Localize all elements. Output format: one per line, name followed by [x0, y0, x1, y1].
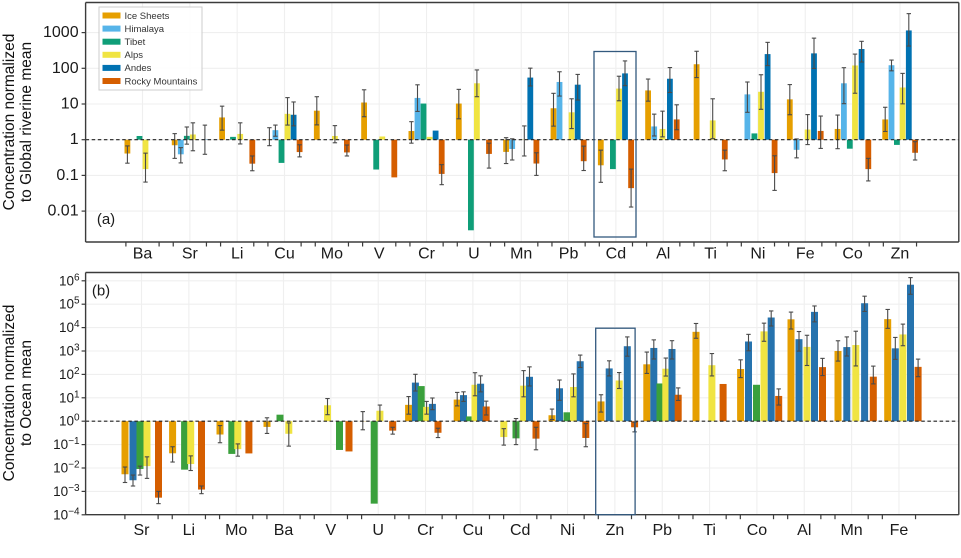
svg-text:Ni: Ni: [750, 246, 765, 263]
svg-text:U: U: [372, 522, 384, 539]
svg-text:Concentration normalized: Concentration normalized: [1, 305, 18, 482]
svg-text:Cr: Cr: [417, 522, 435, 539]
svg-text:1: 1: [70, 131, 79, 148]
svg-text:0.01: 0.01: [47, 203, 78, 220]
svg-text:V: V: [374, 246, 385, 263]
svg-text:Alps: Alps: [125, 50, 144, 61]
svg-text:Rocky Mountains: Rocky Mountains: [125, 76, 198, 87]
svg-text:Li: Li: [231, 246, 243, 263]
svg-text:Concentration normalized: Concentration normalized: [1, 34, 18, 211]
svg-text:Ni: Ni: [560, 522, 575, 539]
svg-text:Cu: Cu: [274, 246, 294, 263]
svg-text:Ba: Ba: [133, 246, 153, 263]
svg-text:1000: 1000: [43, 24, 79, 41]
svg-text:Mn: Mn: [510, 246, 532, 263]
svg-text:to Ocean mean: to Ocean mean: [18, 340, 35, 446]
svg-text:Mn: Mn: [840, 522, 862, 539]
svg-text:Pb: Pb: [652, 522, 672, 539]
svg-text:Ti: Ti: [704, 246, 717, 263]
svg-text:Sr: Sr: [134, 522, 151, 539]
svg-text:Himalaya: Himalaya: [125, 24, 165, 35]
svg-text:U: U: [468, 246, 480, 263]
svg-text:Sr: Sr: [182, 246, 199, 263]
svg-text:Al: Al: [656, 246, 670, 263]
svg-text:Cd: Cd: [510, 522, 530, 539]
svg-text:(b): (b): [92, 283, 110, 300]
svg-text:to Global riverine mean: to Global riverine mean: [18, 42, 35, 202]
svg-text:Mo: Mo: [321, 246, 343, 263]
svg-text:Zn: Zn: [891, 246, 910, 263]
svg-text:0.1: 0.1: [56, 167, 78, 184]
svg-text:Tibet: Tibet: [125, 37, 146, 48]
svg-text:Mo: Mo: [225, 522, 247, 539]
svg-text:(a): (a): [97, 211, 115, 228]
svg-text:Ba: Ba: [274, 522, 294, 539]
svg-text:Co: Co: [842, 246, 863, 263]
svg-text:Cr: Cr: [418, 246, 436, 263]
svg-text:Fe: Fe: [890, 522, 909, 539]
svg-text:Andes: Andes: [125, 63, 152, 74]
svg-text:Co: Co: [747, 522, 768, 539]
svg-text:100: 100: [52, 60, 79, 77]
svg-text:Ti: Ti: [703, 522, 716, 539]
svg-text:Al: Al: [797, 522, 811, 539]
svg-text:V: V: [326, 522, 337, 539]
svg-text:Cu: Cu: [463, 522, 483, 539]
svg-text:10: 10: [61, 96, 79, 113]
svg-text:Pb: Pb: [559, 246, 579, 263]
svg-text:Cd: Cd: [606, 246, 626, 263]
svg-text:Li: Li: [183, 522, 195, 539]
svg-text:Fe: Fe: [796, 246, 815, 263]
svg-text:Ice Sheets: Ice Sheets: [125, 11, 170, 22]
svg-text:Zn: Zn: [606, 522, 625, 539]
